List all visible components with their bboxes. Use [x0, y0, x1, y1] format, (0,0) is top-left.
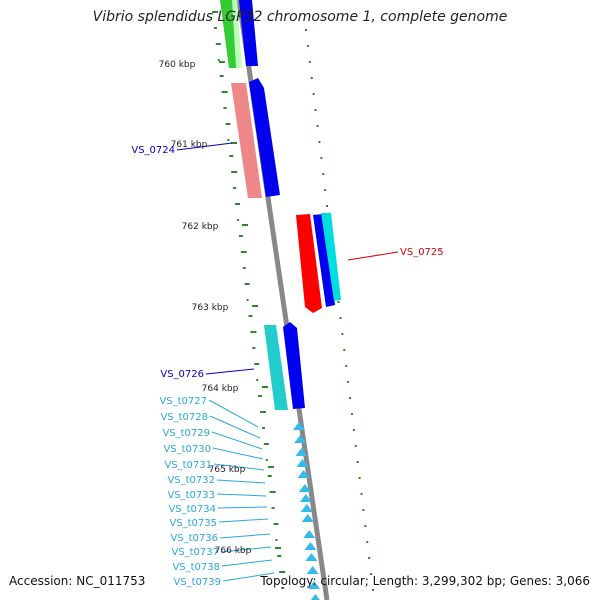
gene-label: VS_t0734: [168, 504, 216, 515]
gene-label: VS_t0730: [163, 444, 211, 455]
cyan-cds-vs0725: [321, 213, 341, 301]
trna-arrow: [293, 422, 305, 430]
gene-label: VS_t0729: [162, 428, 210, 439]
blue-cds-vs0725: [313, 214, 335, 307]
trna-arrow: [301, 514, 314, 522]
trna-arrow: [306, 566, 319, 574]
gene-label: VS_t0727: [159, 396, 207, 407]
label-connector: [212, 447, 264, 460]
ruler-label: 762 kbp: [182, 222, 219, 232]
label-connector: [217, 506, 268, 509]
label-connector: [216, 479, 266, 484]
gene-label: VS_t0728: [160, 412, 208, 423]
trna-arrow: [294, 435, 307, 443]
gene-label: VS_t0733: [167, 490, 215, 501]
label-connector: [213, 463, 265, 471]
label-connector: [176, 142, 233, 151]
gene-label: VS_t0735: [169, 518, 217, 529]
gc-tick-tracks: [212, 11, 374, 591]
blue-cds-vs0726: [283, 322, 305, 409]
feature-blocks: [220, 0, 341, 410]
trna-arrow: [304, 542, 317, 550]
label-connector: [218, 518, 269, 523]
trna-arrow: [308, 581, 321, 589]
ruler-label: 766 kbp: [215, 546, 252, 556]
label-connector: [222, 572, 275, 582]
gene-label: VS_t0738: [172, 562, 220, 573]
map-title: Vibrio splendidus LGP32 chromosome 1, co…: [92, 9, 508, 25]
trna-arrow: [298, 484, 311, 492]
trna-arrow: [305, 553, 318, 561]
gene-label: VS_0725: [400, 247, 444, 258]
label-connector: [205, 368, 255, 375]
gene-label: VS_0726: [160, 369, 204, 380]
red-cds-vs0725: [296, 214, 322, 313]
label-connector: [221, 559, 273, 567]
trna-arrow: [299, 494, 312, 502]
gene-labels: VS_0724 VS_0725 VS_0726 VS_t0727 VS_t0728 VS_…: [131, 145, 443, 588]
label-connector: [208, 399, 259, 428]
trna-arrow: [296, 459, 309, 467]
gene-label: VS_t0736: [170, 533, 218, 544]
trna-arrow: [310, 594, 320, 600]
label-connector: [209, 415, 261, 439]
topology-label: Topology: circular; Length: 3,299,302 bp…: [260, 574, 590, 588]
label-connector: [211, 431, 263, 450]
trna-track: [293, 422, 321, 600]
gene-label: VS_t0737: [171, 547, 219, 558]
trna-arrow: [303, 530, 316, 538]
blue-cds-vs0724: [249, 78, 280, 197]
trna-arrow: [300, 504, 313, 512]
trna-arrow: [295, 448, 308, 456]
gene-label: VS_t0731: [164, 460, 212, 471]
ruler-labels: 760 kbp 761 kbp 762 kbp 763 kbp 764 kbp 765 k…: [159, 60, 252, 556]
label-connectors: [176, 142, 399, 582]
label-connector: [220, 546, 272, 553]
ruler-label: 765 kbp: [209, 465, 246, 475]
cyan-gene-block: [264, 325, 288, 410]
gene-label: VS_t0739: [173, 577, 221, 588]
accession-label: Accession: NC_011753: [9, 574, 146, 588]
ruler-label: 763 kbp: [192, 303, 229, 313]
label-connector: [216, 493, 267, 497]
trna-arrow: [297, 470, 310, 478]
ruler-label: 764 kbp: [202, 384, 239, 394]
label-connector: [347, 251, 399, 261]
blue-cds-top: [239, 0, 258, 66]
ruler-label: 761 kbp: [171, 140, 208, 150]
ruler-label: 760 kbp: [159, 60, 196, 70]
green-gene-highlight: [232, 0, 242, 68]
gene-label: VS_0724: [131, 145, 175, 156]
gene-label: VS_t0732: [167, 475, 215, 486]
label-connector: [219, 533, 271, 539]
pink-gene-block: [231, 83, 262, 198]
